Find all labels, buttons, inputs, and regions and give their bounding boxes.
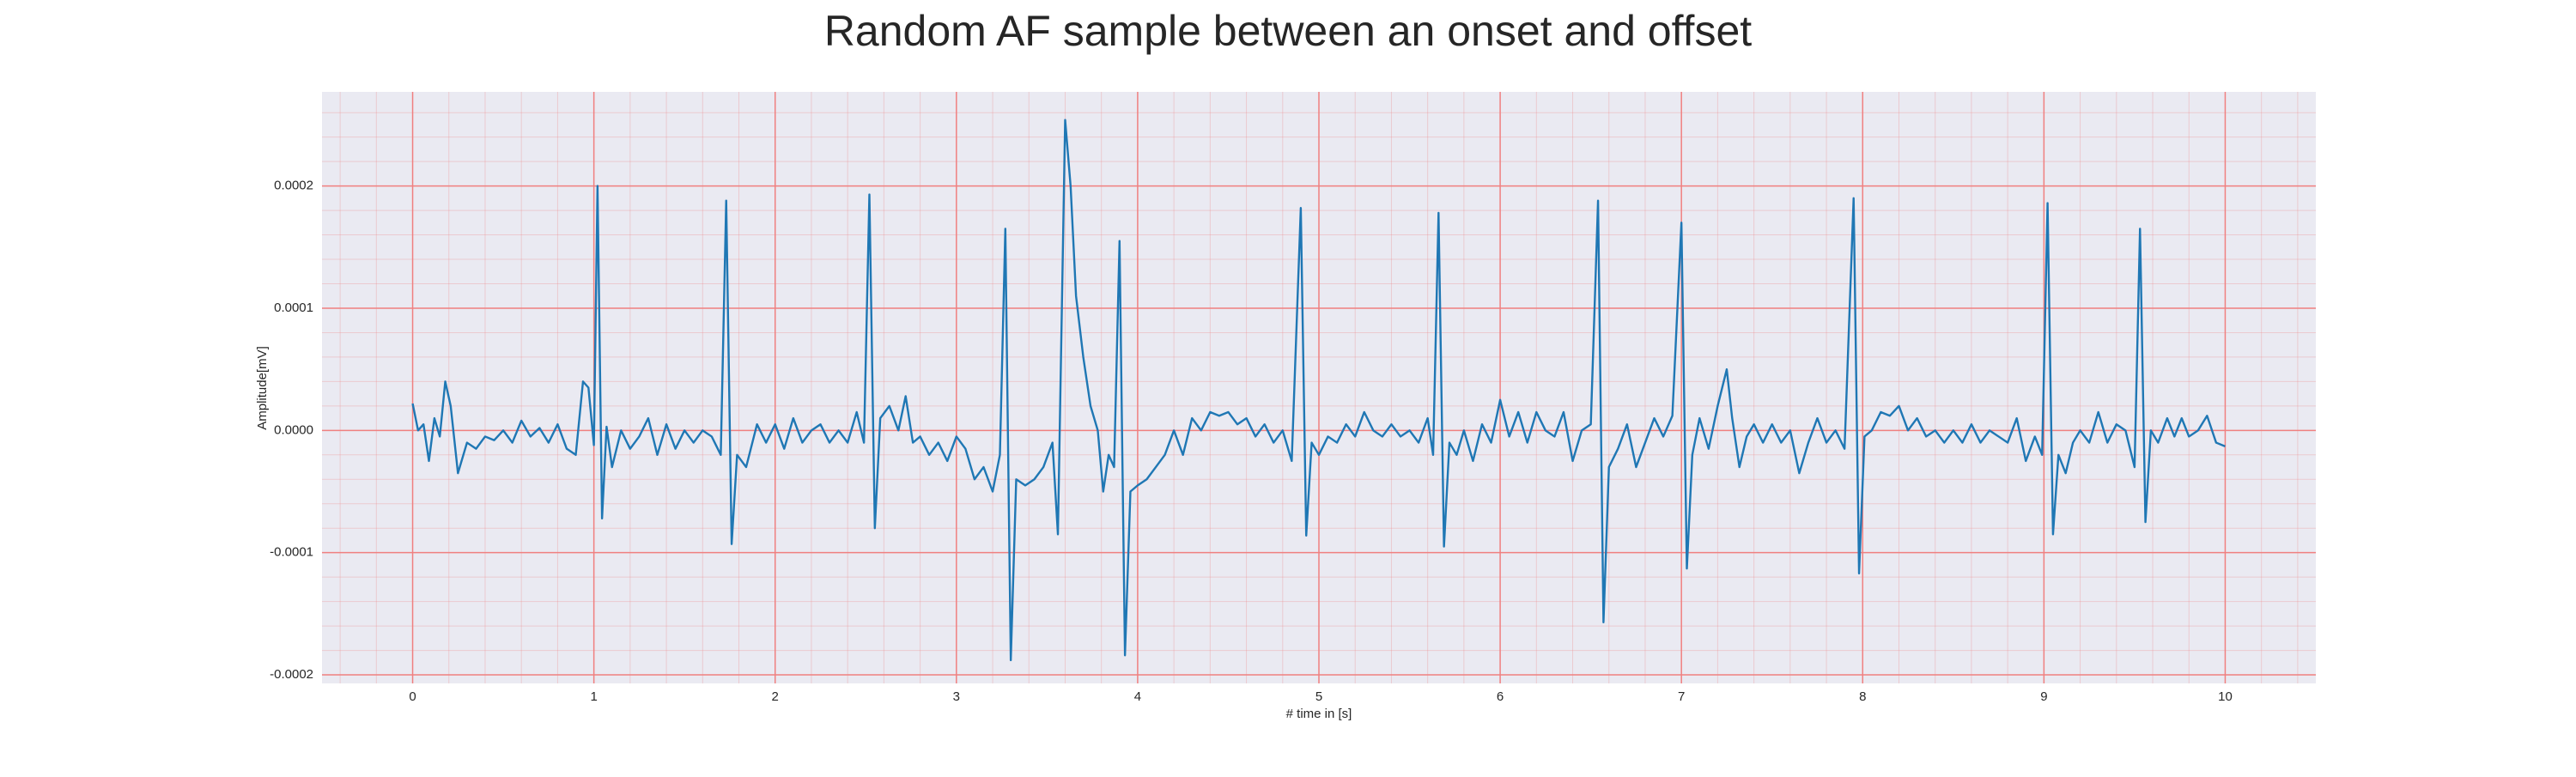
y-tick-label: -0.0001 — [270, 545, 313, 560]
y-tick-label: 0.0001 — [274, 300, 313, 315]
y-tick-label: -0.0002 — [270, 667, 313, 682]
x-tick-label: 10 — [2218, 689, 2233, 704]
x-tick-label: 1 — [590, 689, 597, 704]
x-tick-label: 9 — [2040, 689, 2047, 704]
x-tick-label: 0 — [409, 689, 416, 704]
x-tick-label: 5 — [1315, 689, 1322, 704]
x-tick-label: 7 — [1678, 689, 1685, 704]
y-tick-label: 0.0000 — [274, 422, 313, 437]
x-tick-label: 2 — [772, 689, 779, 704]
chart-title: Random AF sample between an onset and of… — [824, 7, 1752, 55]
x-tick-label: 3 — [953, 689, 960, 704]
x-tick-label: 6 — [1497, 689, 1504, 704]
x-tick-label: 4 — [1134, 689, 1141, 704]
y-axis-label: Amplitude[mV] — [255, 346, 270, 430]
x-axis-label: # time in [s] — [1286, 707, 1352, 721]
y-tick-label: 0.0002 — [274, 179, 313, 193]
x-tick-label: 8 — [1859, 689, 1866, 704]
signal-line — [411, 118, 2226, 662]
